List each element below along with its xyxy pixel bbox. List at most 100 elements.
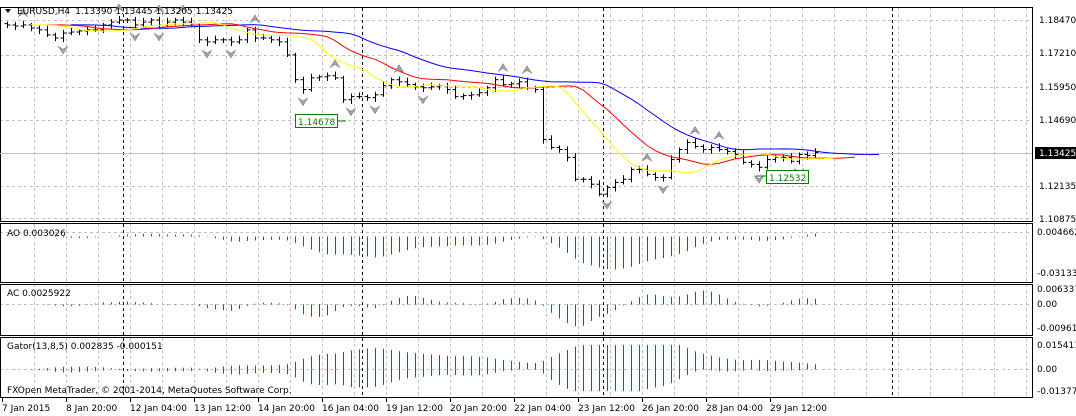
ohlc-bar [540,86,547,144]
ohlc-bar [452,85,459,99]
tag-text: 1.12532 [769,174,806,184]
jaw-line [70,24,880,156]
ohlc-bar [372,91,379,102]
fractal-down-arrow-icon [297,97,309,107]
ohlc-bar [324,72,331,82]
ohlc-bar [468,91,475,100]
ohlc-bar [764,155,771,170]
time-tick-label: 14 Jan 20:00 [258,404,315,414]
grid [0,8,1032,397]
price-tag-low2: 1.12532 [756,170,809,184]
ohlc-bar [4,21,11,29]
fractal-up-arrow-icon [113,3,125,13]
ohlc-bar [212,35,219,44]
alligator-lines [30,22,880,174]
ohlc-bar [196,22,203,43]
ohlc-bar [564,146,571,162]
fractal-down-arrow-icon [225,49,237,59]
ohlc-bar [516,78,523,89]
ohlc-bar [668,155,675,180]
price-axis[interactable]: 1.18470 1.17210 1.15950 1.14690 1.13425 … [1035,16,1076,397]
fractal-up-arrow-icon [497,63,509,72]
fractal-up-arrow-icon [393,64,405,73]
price-tick: 1.14690 [1039,116,1076,126]
fractal-arrows [17,3,805,210]
time-tick-label: 26 Jan 20:00 [642,404,699,414]
ohlc-bar [748,160,755,168]
time-tick-label: 22 Jan 04:00 [514,404,571,414]
ohlc-bar [548,135,555,150]
gator-label: Gator(13,8,5) 0.002835 -0.000151 [7,342,163,352]
fractal-up-arrow-icon [177,4,189,14]
ao-panel[interactable] [0,223,1033,283]
ohlc-bar [28,22,35,32]
ohlc-bar [732,148,739,159]
ac-axis-top: 0.006337 [1037,285,1076,295]
ohlc-bar [708,144,715,154]
time-tick-label: 7 Jan 2015 [2,404,50,414]
time-axis[interactable]: 7 Jan 2015 8 Jan 20:00 12 Jan 04:00 13 Jan … [2,398,827,414]
ac-axis-bottom: -0.009617 [1037,324,1076,334]
ohlc-bar [700,144,707,153]
ohlc-bar [164,17,171,28]
ohlc-bar [268,35,275,43]
fractal-down-arrow-icon [153,32,165,42]
fractal-down-arrow-icon [753,175,765,184]
gator-axis-top: 0.015411 [1037,341,1076,351]
ohlc-bar [388,77,395,89]
price-tick: 1.12135 [1039,182,1076,192]
ohlc-bar [460,93,467,100]
ohlc-bar [588,176,595,189]
fractal-down-arrow-icon [345,107,357,117]
dropdown-triangle-icon[interactable] [5,9,11,13]
ohlc-bar [148,17,155,26]
time-tick-label: 20 Jan 20:00 [450,404,507,414]
lips-line [30,22,840,174]
ac-panel[interactable] [0,284,1033,336]
ao-label: AO 0.003026 [7,229,66,239]
time-tick-label: 13 Jan 12:00 [194,404,251,414]
chart-header: EURUSD,H4 1.13390 1.13445 1.13205 1.13425 [17,7,233,17]
fractal-down-arrow-icon [601,201,613,210]
ohlc-bar [580,177,587,183]
ohlc-bar [276,36,283,47]
ohlc-bar [404,77,411,87]
ohlc-bar [308,73,315,92]
ohlc-bar [380,81,387,97]
ohlc-bar [724,147,731,155]
ohlc-bar [340,75,347,103]
ohlc-bar [116,15,123,25]
ohlc-bar [20,20,27,29]
price-bars [4,15,819,198]
ohlc-bar [476,88,483,97]
ohlc-bar [108,18,115,30]
fractal-up-arrow-icon [641,152,653,162]
ohlc-bar [204,36,211,47]
fractal-down-arrow-icon [369,105,381,115]
ohlc-bar [316,74,323,82]
ohlc-bar [676,147,683,163]
ohlc-bar [300,76,307,94]
fractal-up-arrow-icon [713,130,725,140]
ohlc-bar [140,17,147,28]
fractal-up-arrow-icon [329,59,341,68]
ohlc-bar [132,16,139,30]
ohlc-bar [124,17,131,24]
main-price-panel[interactable] [0,7,1033,222]
close-price: 1.13425 [196,7,233,17]
time-tick-label: 23 Jan 12:00 [578,404,635,414]
time-tick-label: 16 Jan 04:00 [322,404,379,414]
gator-axis-zero: 0.00 [1037,365,1057,375]
ohlc-bar [220,37,227,43]
ohlc-bar [244,27,251,43]
fractal-up-arrow-icon [521,65,533,74]
ohlc-bar [684,139,691,154]
low-price: 1.13205 [156,7,193,17]
price-tick: 1.15950 [1039,83,1076,93]
gator-panel[interactable] [0,337,1033,398]
open-price: 1.13390 [75,7,112,17]
ohlc-bar [428,82,435,90]
indicator-histograms [15,233,816,391]
fractal-up-arrow-icon [17,8,29,17]
